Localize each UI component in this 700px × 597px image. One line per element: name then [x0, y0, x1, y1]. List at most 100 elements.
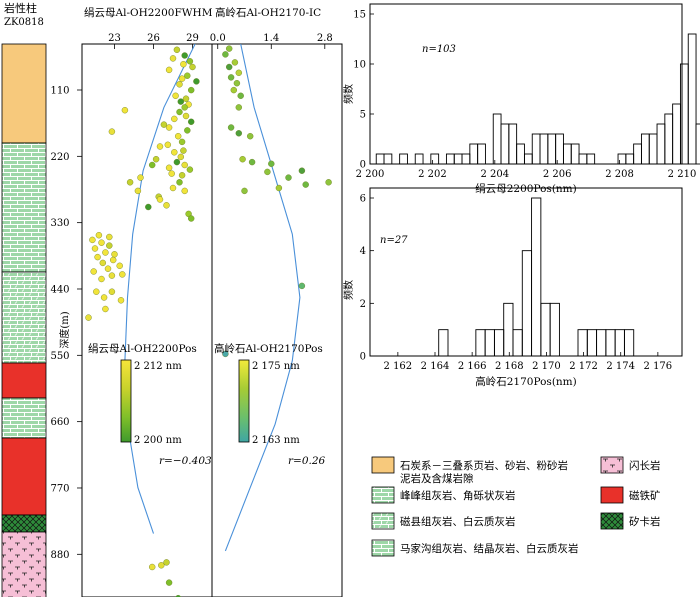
data-point [184, 127, 191, 134]
data-point [169, 184, 177, 192]
histogram-bar [625, 153, 635, 165]
data-point [95, 231, 103, 239]
legend-label: 磁铁矿 [629, 489, 661, 502]
x-tick-label: 2 162 [384, 361, 413, 372]
data-point [298, 282, 306, 290]
histogram-bar [475, 329, 486, 357]
x-tick-label: 2 204 [480, 169, 509, 180]
histogram-bar [540, 302, 551, 357]
y-tick-label: 0 [360, 160, 366, 171]
kaolinite-ic-panel: 0.0 1.4 2.8 高岭石Al-OH2170Pos 2 175 nm 2 163… [210, 33, 343, 597]
data-point [237, 92, 244, 100]
x-tick-label: 0.0 [210, 33, 226, 44]
data-point [181, 52, 188, 59]
panel1-colorbar-max: 2 212 nm [134, 361, 182, 372]
depth-axis-label: 深度(m) [58, 311, 71, 348]
panel1-trend-curve [124, 43, 196, 534]
strat-layer-cixian [1, 271, 47, 364]
data-point [93, 288, 100, 295]
data-point [298, 167, 306, 174]
data-point [104, 265, 112, 272]
data-point [89, 236, 96, 244]
histogram-bar [531, 133, 541, 165]
legend-swatch-fengfeng [371, 486, 395, 504]
data-point [182, 112, 190, 120]
x-tick-label: 2 208 [605, 169, 634, 180]
data-point [178, 75, 186, 82]
data-point [193, 78, 200, 85]
x-tick-label: 2 210 [668, 169, 697, 180]
hist1-bars [375, 33, 700, 165]
data-point [165, 579, 173, 586]
legend-label: 马家沟组灰岩、结晶灰岩、白云质灰岩 [400, 542, 579, 555]
depth-tick-label: 330 [50, 218, 69, 229]
sericite-histogram: 2 200 2 202 2 204 2 206 2 208 2 210 0 5 10 15 n=1… [342, 3, 700, 195]
data-point [109, 256, 117, 264]
hist2-xlabel: 高岭石2170Pos(nm) [475, 375, 576, 388]
hist2-n-label: n=27 [380, 235, 408, 246]
data-point [275, 184, 283, 192]
histogram-bar [503, 302, 514, 357]
y-tick-label: 2 [360, 299, 366, 310]
data-point [302, 181, 309, 188]
data-point [152, 155, 160, 163]
data-point [165, 124, 173, 131]
data-point [186, 58, 194, 65]
data-point [165, 66, 173, 74]
histogram-bar [523, 153, 533, 165]
data-point [85, 314, 92, 321]
strat-layer-magnetite [1, 437, 47, 516]
histogram-bar [586, 329, 598, 357]
strat-layer-skarn [1, 514, 47, 533]
legend-swatch-diorite [600, 456, 624, 474]
panel2-title: 高岭石Al-OH2170-IC [215, 6, 321, 19]
histogram-bar [596, 329, 607, 357]
data-point [172, 92, 179, 100]
histogram-bar [399, 153, 408, 165]
x-tick-label: 2 176 [644, 361, 673, 372]
histogram-bar [539, 133, 549, 165]
data-point [106, 233, 113, 241]
hist2-ticks: 2 162 2 164 2 166 2 168 2 170 2 172 2 174 2 176… [360, 194, 673, 373]
data-point [177, 153, 185, 161]
data-point [98, 239, 105, 246]
histogram-bar [687, 33, 697, 165]
hist1-ylabel: 频数 [342, 84, 355, 104]
x-tick-label: 2 174 [606, 361, 635, 372]
data-point [248, 158, 256, 166]
data-point [165, 164, 173, 172]
data-point [119, 271, 126, 278]
data-point [187, 215, 195, 222]
legend-swatch-skarn [600, 512, 624, 530]
data-point [174, 132, 182, 140]
data-point [102, 249, 109, 256]
data-point [145, 203, 152, 211]
legend-swatch-majiagou [371, 539, 395, 557]
y-tick-label: 5 [360, 110, 366, 121]
x-tick-label: 2.8 [317, 33, 333, 44]
panel2-frame [211, 43, 343, 597]
data-point [246, 132, 254, 140]
x-tick-label: 2 168 [495, 361, 524, 372]
data-point [173, 46, 181, 53]
strat-subtitle: ZK0818 [4, 17, 44, 28]
data-point [184, 72, 191, 79]
data-point [227, 74, 235, 81]
hist2-frame [369, 187, 683, 357]
data-point [181, 161, 188, 169]
depth-tick-label: 880 [50, 550, 69, 561]
data-point [181, 187, 188, 195]
panel2-x-ticks: 0.0 1.4 2.8 [210, 33, 333, 49]
panel2-colorbar-min: 2 163 nm [252, 435, 300, 446]
x-tick-label: 23 [108, 33, 121, 44]
histogram-bar [614, 329, 625, 357]
histogram-bar [570, 143, 580, 165]
panel2-trend-curve [224, 43, 301, 552]
histogram-bar [375, 153, 385, 165]
data-point [126, 179, 134, 186]
y-tick-label: 0 [360, 352, 366, 363]
panel1-title: 绢云母Al-OH2200FWHM [84, 6, 213, 19]
panel2-colorbar [238, 359, 250, 443]
depth-tick-label: 770 [50, 483, 69, 494]
data-point [176, 81, 183, 88]
